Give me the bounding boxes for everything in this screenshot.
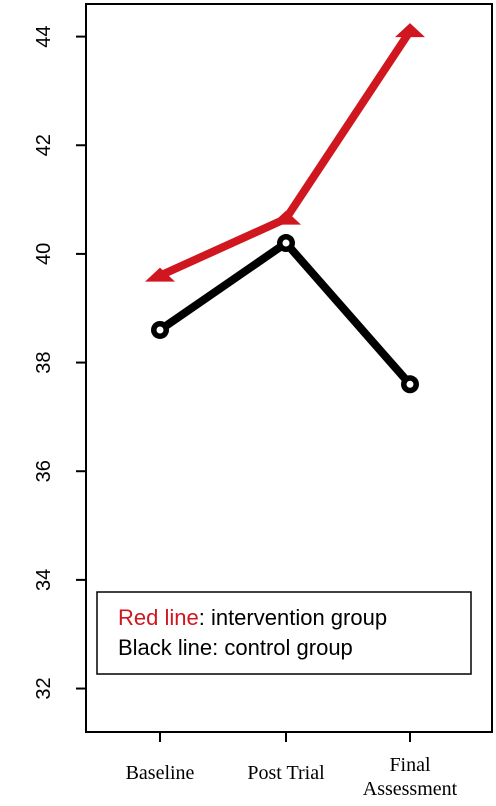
y-tick-label: 34: [33, 569, 55, 591]
plot-frame: [85, 3, 493, 733]
y-axis: 32 34 36 38 40 42 44: [33, 25, 86, 700]
legend-box: [96, 591, 472, 675]
x-tick-label: Post Trial: [247, 762, 325, 784]
legend-label: : control group: [212, 635, 353, 660]
data-point-triangle: [395, 23, 425, 38]
data-point-hole: [282, 239, 290, 247]
y-tick-label: 44: [33, 25, 55, 47]
data-point-triangle: [145, 267, 175, 282]
legend-key: Black line: [118, 635, 212, 660]
x-tick-label: Final: [389, 754, 431, 776]
data-point-hole: [406, 380, 414, 388]
legend-entry: Red line: intervention group: [118, 605, 387, 630]
x-tick-label: Baseline: [126, 762, 195, 784]
y-tick-label: 40: [33, 243, 55, 265]
legend-label: : intervention group: [199, 605, 387, 630]
x-tick-label: Assessment: [363, 778, 458, 800]
data-point-hole: [156, 326, 164, 334]
series-line-1: [156, 239, 414, 389]
y-tick-label: 42: [33, 134, 55, 156]
legend-entry: Black line: control group: [118, 635, 353, 660]
y-tick-label: 36: [33, 460, 55, 482]
y-tick-label: 38: [33, 351, 55, 373]
series-group: [145, 23, 425, 394]
legend-key: Red line: [118, 605, 199, 630]
y-tick-label: 32: [33, 677, 55, 699]
data-point-triangle: [271, 210, 301, 225]
